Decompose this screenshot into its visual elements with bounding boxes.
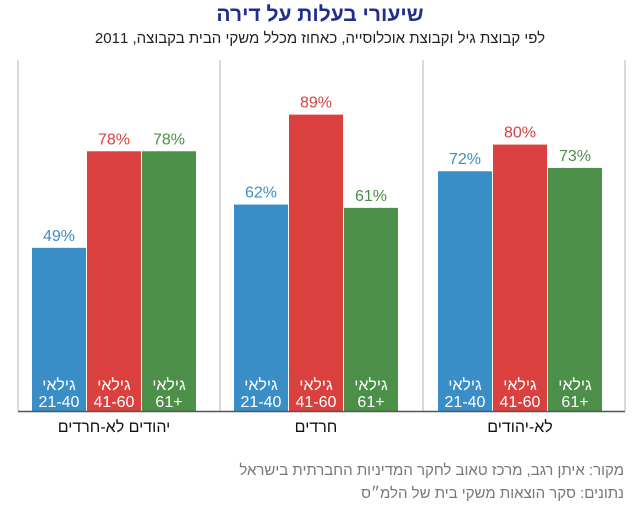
value-label: 73%	[559, 148, 591, 165]
bar	[438, 171, 492, 411]
series-label-name: גילאי	[558, 376, 592, 394]
chart-subtitle: לפי קבוצת גיל וקבוצת אוכלוסייה, כאחוז מכ…	[94, 30, 546, 47]
bar	[493, 144, 547, 411]
value-label: 78%	[153, 131, 185, 148]
value-label: 49%	[43, 228, 75, 245]
bar	[87, 151, 141, 411]
bar	[32, 247, 86, 411]
value-label: 78%	[98, 131, 130, 148]
bar-chart: 49%גילאי21-4078%גילאי41-6078%גילאי61+יהו…	[17, 60, 626, 436]
series-label-name: גילאי	[354, 376, 388, 394]
category-label: יהודים לא-חרדים	[58, 418, 171, 436]
series-label-name: גילאי	[152, 376, 186, 394]
series-label-range: 61+	[155, 394, 182, 411]
bar	[344, 207, 398, 411]
value-label: 89%	[300, 95, 332, 112]
value-label: 62%	[245, 185, 277, 202]
series-label-range: 41-60	[500, 394, 541, 411]
series-label-range: 21-40	[241, 394, 282, 411]
bar	[142, 151, 196, 411]
chart-title: שיעורי בעלות על דירה	[216, 3, 424, 26]
source-note: מקור: איתן רגב, מרכז טאוב לחקר המדיניות …	[239, 462, 624, 479]
value-label: 80%	[504, 125, 536, 142]
series-label-name: גילאי	[244, 376, 278, 394]
category-label: חרדים	[295, 419, 338, 436]
series-label-name: גילאי	[42, 376, 76, 394]
bar	[289, 114, 343, 411]
series-label-name: גילאי	[299, 376, 333, 394]
value-label: 72%	[449, 151, 481, 168]
series-label-range: 41-60	[94, 394, 135, 411]
series-label-range: 61+	[561, 394, 588, 411]
bar	[548, 167, 602, 411]
bar	[234, 204, 288, 411]
series-label-name: גילאי	[97, 376, 131, 394]
series-label-range: 21-40	[445, 394, 486, 411]
series-label-name: גילאי	[503, 376, 537, 394]
series-label-range: 21-40	[39, 394, 80, 411]
category-label: לא-יהודים	[487, 418, 553, 436]
data-note: נתונים: סקר הוצאות משקי בית של הלמ״ס	[361, 485, 624, 502]
series-label-range: 41-60	[296, 394, 337, 411]
value-label: 61%	[355, 188, 387, 205]
series-label-range: 61+	[357, 394, 384, 411]
series-label-name: גילאי	[448, 376, 482, 394]
